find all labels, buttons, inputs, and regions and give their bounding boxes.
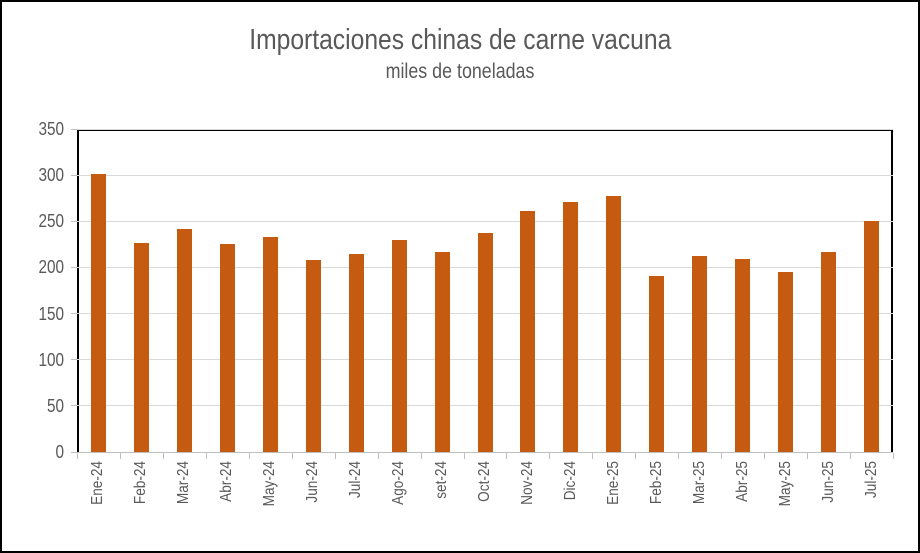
y-axis-tick-label: 100 [38, 349, 64, 370]
x-axis-tick-label: Jul-25 [862, 461, 880, 499]
bar-Jul-25 [864, 221, 880, 452]
x-axis-tick-mark [807, 453, 809, 459]
bar-Ene-25 [606, 196, 622, 452]
x-axis-tick-label: Ene-25 [604, 461, 622, 505]
y-gridline [77, 174, 893, 176]
x-axis-tick-mark [506, 453, 508, 459]
y-tick-mark [71, 359, 77, 361]
y-axis-tick-label: 350 [38, 119, 64, 139]
x-axis-tick-label: Jun-25 [819, 461, 837, 503]
bar-Feb-25 [649, 275, 665, 452]
x-axis-tick-mark [334, 453, 336, 459]
bar-Jun-24 [305, 260, 321, 452]
x-axis-tick-mark [463, 453, 465, 459]
x-axis-tick-mark [291, 453, 293, 459]
title-block: Importaciones chinas de carne vacuna mil… [2, 24, 918, 85]
bar-set-24 [434, 251, 450, 452]
x-axis-tick-mark [420, 453, 422, 459]
x-axis-tick-label: Oct-24 [476, 461, 493, 502]
chart-title: Importaciones chinas de carne vacuna [248, 24, 672, 56]
bar-Ago-24 [391, 239, 407, 452]
y-tick-mark [71, 174, 77, 176]
bar-May-24 [262, 236, 278, 452]
y-tick-mark [71, 128, 77, 130]
bar-Abr-25 [735, 259, 751, 452]
bar-Mar-24 [176, 228, 192, 452]
x-axis-tick-mark [549, 453, 551, 459]
y-tick-mark [71, 220, 77, 222]
y-tick-mark [71, 313, 77, 315]
y-axis-tick-label: 150 [38, 303, 64, 324]
bar-Jul-24 [348, 253, 364, 452]
bar-Mar-25 [692, 256, 708, 452]
y-axis-tick-label: 250 [38, 211, 64, 232]
x-axis-line [77, 452, 893, 453]
x-axis-tick-label: Feb-24 [132, 461, 150, 505]
x-axis-tick-mark [893, 453, 894, 459]
bar-Jun-25 [821, 251, 837, 452]
x-axis-tick-mark [635, 453, 637, 459]
x-axis-tick-label: Ago-24 [390, 461, 408, 505]
x-axis-tick-mark [248, 453, 250, 459]
x-axis-tick-mark [721, 453, 723, 459]
x-axis-tick-label: Abr-25 [733, 461, 751, 502]
x-axis-tick-label: Nov-24 [518, 461, 536, 505]
x-axis-tick-label: Ene-24 [89, 461, 107, 505]
bar-Nov-24 [520, 211, 536, 452]
bar-Feb-24 [133, 242, 149, 452]
x-axis-tick-label: May-24 [261, 461, 279, 507]
x-axis-tick-label: Mar-24 [175, 461, 193, 505]
x-axis-tick-label: Jun-24 [304, 461, 322, 503]
x-axis-tick-label: Jul-24 [347, 461, 365, 499]
y-axis-tick-label: 300 [38, 165, 64, 186]
x-axis-tick-label: Abr-24 [218, 461, 236, 502]
x-axis-tick-label: Feb-25 [647, 461, 665, 505]
x-axis-tick-mark [162, 453, 164, 459]
y-tick-mark [71, 266, 77, 268]
x-axis-tick-mark [77, 453, 78, 459]
bar-Oct-24 [477, 233, 493, 452]
y-axis-tick-label: 200 [38, 257, 64, 278]
x-axis-tick-mark [850, 453, 852, 459]
x-axis-tick-mark [119, 453, 121, 459]
y-axis-tick-label: 50 [46, 395, 64, 416]
x-axis-tick-mark [678, 453, 680, 459]
bar-Dic-24 [563, 201, 579, 452]
x-axis-tick-mark [377, 453, 379, 459]
x-axis-tick-mark [592, 453, 594, 459]
bar-Abr-24 [219, 244, 235, 452]
x-axis-tick-mark [764, 453, 766, 459]
x-axis-tick-label: Dic-24 [561, 461, 579, 501]
x-axis-tick-mark [205, 453, 207, 459]
y-gridline [77, 128, 893, 130]
chart-subtitle: miles de toneladas [385, 60, 535, 84]
bar-May-25 [778, 272, 794, 452]
x-axis-tick-label: Mar-25 [690, 461, 708, 505]
x-axis-tick-label: May-25 [776, 461, 794, 507]
y-axis-tick-label: 0 [55, 442, 64, 462]
x-axis-tick-label: set-24 [433, 461, 451, 499]
y-gridline [77, 220, 893, 222]
y-tick-mark [71, 405, 77, 407]
bar-Ene-24 [90, 174, 106, 452]
y-tick-mark [71, 451, 77, 453]
